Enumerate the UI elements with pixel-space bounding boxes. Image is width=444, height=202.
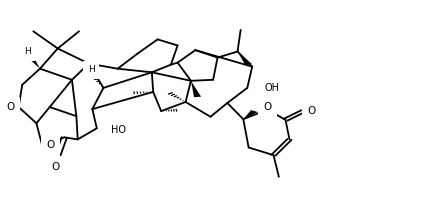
Polygon shape: [24, 53, 40, 69]
Text: O: O: [263, 102, 271, 112]
Text: O: O: [52, 162, 59, 172]
Polygon shape: [191, 81, 201, 97]
Text: H: H: [24, 47, 31, 56]
Text: O: O: [307, 106, 315, 116]
Text: O: O: [7, 102, 15, 112]
Text: O: O: [46, 140, 54, 150]
Text: H: H: [87, 65, 95, 74]
Text: OH: OH: [264, 83, 279, 93]
Text: HO: HO: [111, 125, 126, 135]
Polygon shape: [238, 52, 252, 65]
Polygon shape: [243, 110, 258, 119]
